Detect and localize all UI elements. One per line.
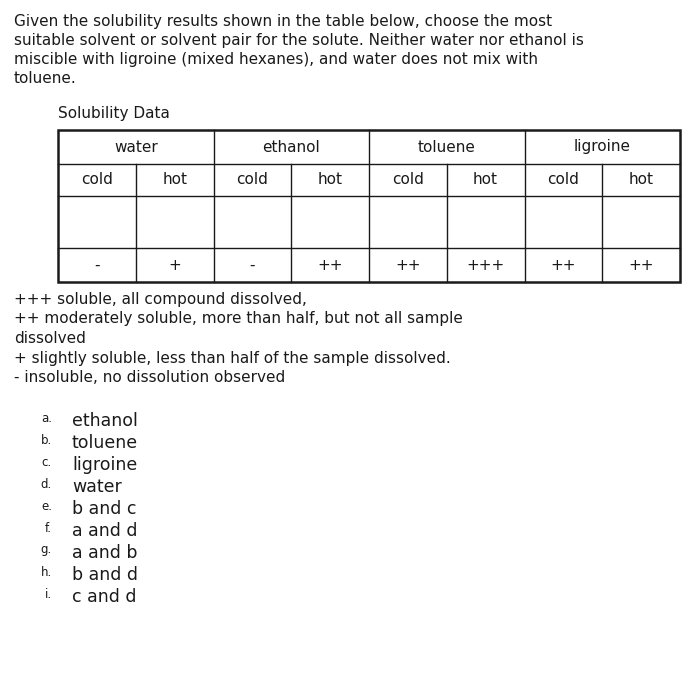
Text: suitable solvent or solvent pair for the solute. Neither water nor ethanol is: suitable solvent or solvent pair for the… xyxy=(14,33,584,48)
Text: ++: ++ xyxy=(395,258,420,272)
Text: +++ soluble, all compound dissolved,: +++ soluble, all compound dissolved, xyxy=(14,292,307,307)
Text: water: water xyxy=(114,139,158,155)
Text: c and d: c and d xyxy=(72,587,136,606)
Text: a and b: a and b xyxy=(72,543,138,561)
Text: dissolved: dissolved xyxy=(14,331,86,346)
Text: Given the solubility results shown in the table below, choose the most: Given the solubility results shown in th… xyxy=(14,14,552,29)
Text: ligroine: ligroine xyxy=(574,139,631,155)
Text: cold: cold xyxy=(392,172,424,188)
Text: -: - xyxy=(94,258,99,272)
Bar xyxy=(58,130,680,282)
Text: water: water xyxy=(72,477,122,496)
Text: f.: f. xyxy=(45,522,52,535)
Text: toluene.: toluene. xyxy=(14,71,76,86)
Text: ++ moderately soluble, more than half, but not all sample: ++ moderately soluble, more than half, b… xyxy=(14,312,463,326)
Text: g.: g. xyxy=(41,543,52,556)
Text: cold: cold xyxy=(548,172,580,188)
Text: a and d: a and d xyxy=(72,522,138,540)
Text: toluene: toluene xyxy=(418,139,475,155)
Text: ethanol: ethanol xyxy=(72,412,138,430)
Text: Solubility Data: Solubility Data xyxy=(58,106,170,121)
Text: miscible with ligroine (mixed hexanes), and water does not mix with: miscible with ligroine (mixed hexanes), … xyxy=(14,52,538,67)
Text: b and c: b and c xyxy=(72,500,136,517)
Text: ligroine: ligroine xyxy=(72,456,137,473)
Text: ethanol: ethanol xyxy=(263,139,320,155)
Text: + slightly soluble, less than half of the sample dissolved.: + slightly soluble, less than half of th… xyxy=(14,351,451,365)
Text: ++: ++ xyxy=(318,258,343,272)
Text: i.: i. xyxy=(45,587,52,601)
Text: - insoluble, no dissolution observed: - insoluble, no dissolution observed xyxy=(14,370,285,385)
Text: hot: hot xyxy=(628,172,653,188)
Text: a.: a. xyxy=(41,412,52,424)
Text: b and d: b and d xyxy=(72,566,138,584)
Text: hot: hot xyxy=(473,172,498,188)
Text: hot: hot xyxy=(318,172,343,188)
Text: c.: c. xyxy=(42,456,52,468)
Text: +++: +++ xyxy=(466,258,505,272)
Text: cold: cold xyxy=(81,172,113,188)
Text: toluene: toluene xyxy=(72,433,138,452)
Text: ++: ++ xyxy=(628,258,654,272)
Text: h.: h. xyxy=(41,566,52,578)
Text: -: - xyxy=(250,258,255,272)
Text: ++: ++ xyxy=(550,258,576,272)
Text: d.: d. xyxy=(41,477,52,491)
Text: hot: hot xyxy=(162,172,187,188)
Text: b.: b. xyxy=(41,433,52,447)
Text: cold: cold xyxy=(236,172,268,188)
Text: e.: e. xyxy=(41,500,52,512)
Text: +: + xyxy=(168,258,181,272)
